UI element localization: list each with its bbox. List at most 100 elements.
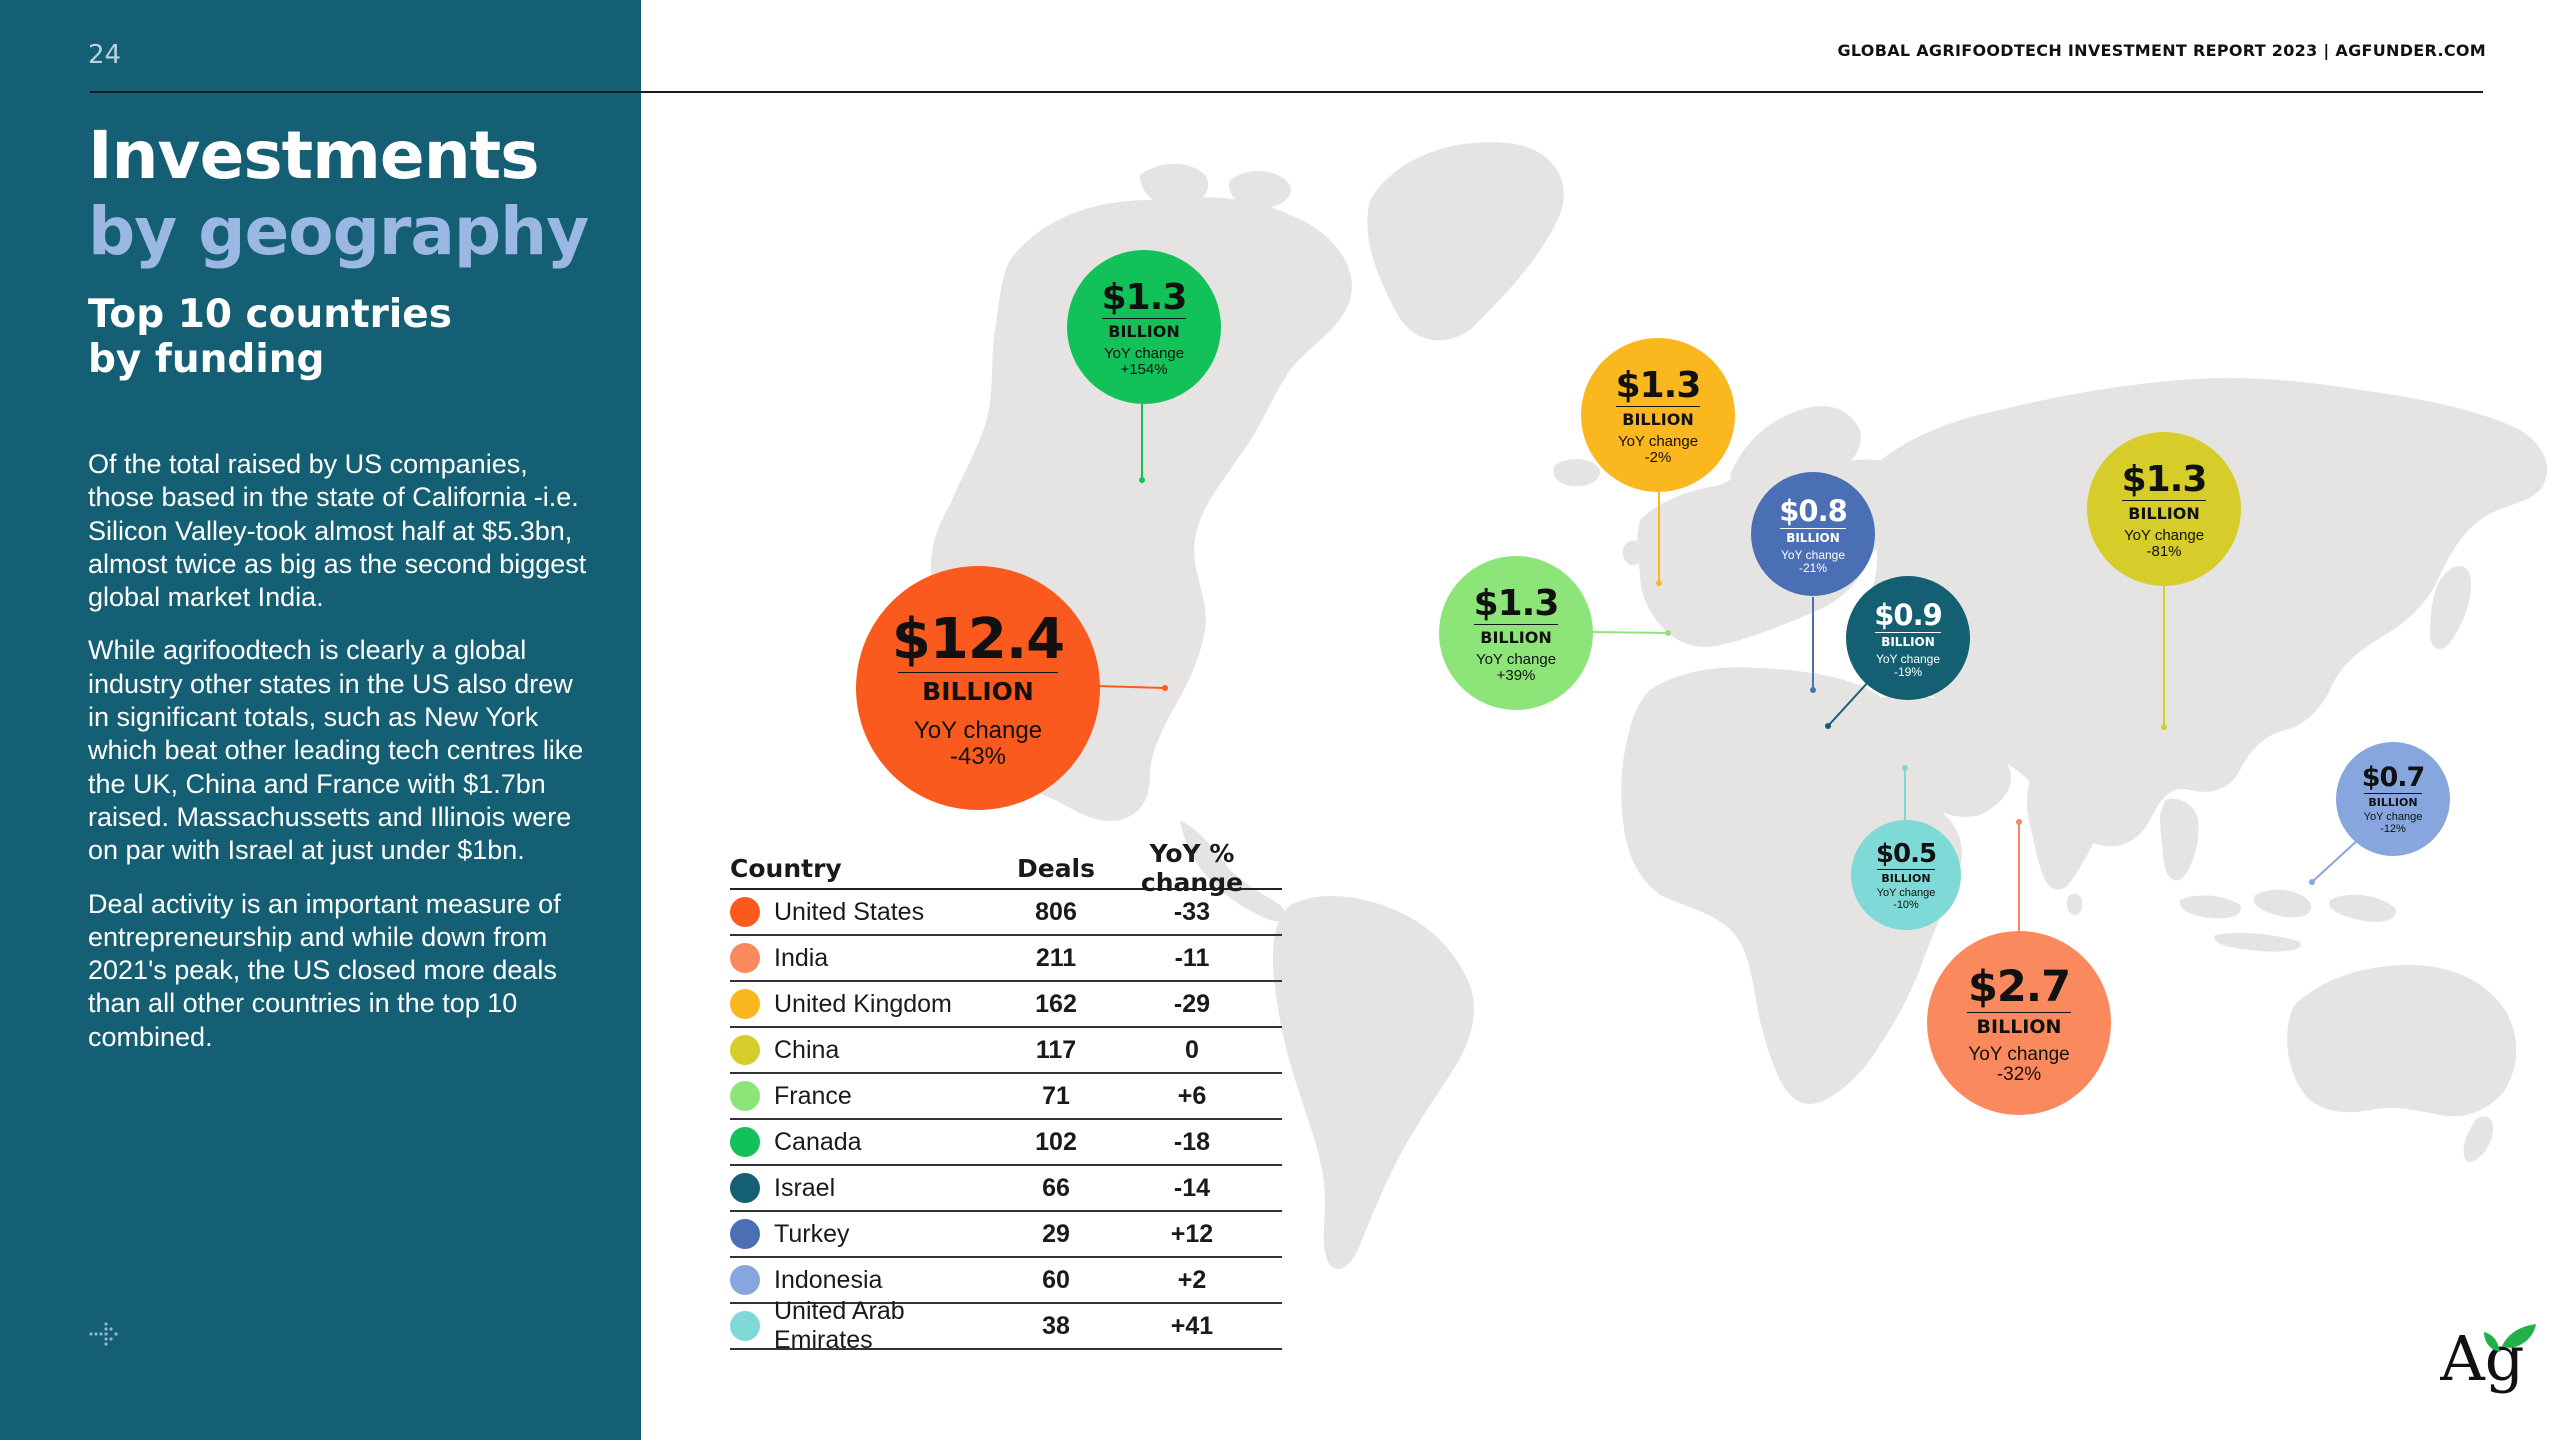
table-row: China 117 0 xyxy=(730,1028,1282,1074)
bubble-amount: $1.3 xyxy=(2121,458,2208,500)
logo-text: Ag xyxy=(2440,1322,2524,1395)
country-name: United States xyxy=(774,897,925,926)
paragraph-3: Deal activity is an important measure of… xyxy=(88,888,561,1052)
bubble-yoy-label: YoY change xyxy=(1968,1043,2070,1065)
table-row: India 211 -11 xyxy=(730,936,1282,982)
bubble-france: $1.3 BILLION YoY change +39% xyxy=(1439,556,1593,710)
cell-deals: 211 xyxy=(1035,943,1077,972)
bubble-amount: $0.9 xyxy=(1874,597,1943,632)
cell-country: United States xyxy=(730,897,1010,927)
bubble-canada: $1.3 BILLION YoY change +154% xyxy=(1067,250,1221,404)
cell-deals: 806 xyxy=(1035,897,1077,926)
cell-yoy: +2 xyxy=(1177,1265,1207,1294)
bubble-yoy-value: +39% xyxy=(1496,666,1536,684)
report-header: GLOBAL AGRIFOODTECH INVESTMENT REPORT 20… xyxy=(1837,41,2486,60)
body-text: Of the total raised by US companies, tho… xyxy=(88,448,588,1074)
bubble-china: $1.3 BILLION YoY change -81% xyxy=(2087,432,2241,586)
color-dot xyxy=(730,1311,760,1341)
table-row: Canada 102 -18 xyxy=(730,1120,1282,1166)
country-name: Canada xyxy=(774,1127,862,1156)
table-row: Israel 66 -14 xyxy=(730,1166,1282,1212)
bubble-unit: BILLION xyxy=(1877,868,1935,885)
bubble-amount: $12.4 xyxy=(891,607,1065,673)
bubble-yoy-label: YoY change xyxy=(2363,811,2423,824)
bubble-amount: $0.8 xyxy=(1779,493,1848,528)
cell-deals: 117 xyxy=(1035,1035,1077,1064)
table-row: France 71 +6 xyxy=(730,1074,1282,1120)
table-row: Indonesia 60 +2 xyxy=(730,1258,1282,1304)
header-divider xyxy=(90,91,2483,93)
color-dot xyxy=(730,897,760,927)
cell-yoy: +12 xyxy=(1170,1219,1214,1248)
color-dot xyxy=(730,1265,760,1295)
bubble-turkey: $0.8 BILLION YoY change -21% xyxy=(1751,472,1875,596)
leader-lines xyxy=(1094,402,2361,935)
bubble-us: $12.4 BILLION YoY change -43% xyxy=(856,566,1100,810)
color-dot xyxy=(730,989,760,1019)
bubble-yoy-label: YoY change xyxy=(2123,526,2205,544)
bubble-unit: BILLION xyxy=(898,672,1058,706)
country-name: France xyxy=(774,1081,852,1110)
country-name: United Kingdom xyxy=(774,989,952,1018)
cell-yoy: -18 xyxy=(1173,1127,1211,1156)
bubble-yoy-label: YoY change xyxy=(1875,651,1941,666)
cell-yoy: -11 xyxy=(1174,943,1210,972)
agfunder-logo: Ag xyxy=(2440,1322,2536,1395)
cell-country: Canada xyxy=(730,1127,1010,1157)
cell-deals: 102 xyxy=(1035,1127,1077,1156)
page-number: 24 xyxy=(88,40,122,70)
cell-country: India xyxy=(730,943,1010,973)
cell-yoy: -14 xyxy=(1173,1173,1211,1202)
subtitle: Top 10 countries by funding xyxy=(88,292,452,382)
cell-yoy: -29 xyxy=(1173,989,1211,1018)
title-line-2: by geography xyxy=(88,193,589,270)
bubble-yoy-label: YoY change xyxy=(1780,547,1846,562)
bubble-amount: $0.7 xyxy=(2361,762,2426,794)
cell-country: France xyxy=(730,1081,1010,1111)
cell-deals: 29 xyxy=(1042,1219,1070,1248)
bubble-amount: $1.3 xyxy=(1473,582,1560,624)
table-header: Country Deals YoY % change xyxy=(730,839,1282,897)
bubble-unit: BILLION xyxy=(2122,499,2206,523)
cell-country: Israel xyxy=(730,1173,1010,1203)
leaf-icon xyxy=(2502,1324,2536,1348)
bubble-india: $2.7 BILLION YoY change -32% xyxy=(1927,931,2111,1115)
color-dot xyxy=(730,1035,760,1065)
bubble-uk: $1.3 BILLION YoY change -2% xyxy=(1581,338,1735,492)
bubble-amount: $1.3 xyxy=(1615,364,1702,406)
cell-country: United Arab Emirates xyxy=(730,1297,1010,1355)
bubble-unit: BILLION xyxy=(1875,631,1941,649)
title-line-1: Investments xyxy=(88,117,540,194)
color-dot xyxy=(730,1081,760,1111)
bubble-uae: $0.5 BILLION YoY change -10% xyxy=(1851,820,1961,930)
bubble-yoy-label: YoY change xyxy=(1475,650,1557,668)
cell-country: Indonesia xyxy=(730,1265,1010,1295)
table-row: United Arab Emirates 38 +41 xyxy=(730,1297,1282,1354)
cell-deals: 66 xyxy=(1042,1173,1070,1202)
cell-country: Turkey xyxy=(730,1219,1010,1249)
color-dot xyxy=(730,1173,760,1203)
country-name: Turkey xyxy=(774,1219,850,1248)
sidebar: 24 Investments by geography Top 10 count… xyxy=(0,0,641,1440)
country-name: Israel xyxy=(774,1173,836,1202)
table-row: United Kingdom 162 -29 xyxy=(730,982,1282,1028)
cell-deals: 60 xyxy=(1042,1265,1070,1294)
bubble-yoy-value: +154% xyxy=(1120,360,1168,378)
bubble-yoy-label: YoY change xyxy=(913,717,1043,745)
bubble-amount: $1.3 xyxy=(1101,276,1188,318)
header-country: Country xyxy=(730,853,842,883)
bubble-israel: $0.9 BILLION YoY change -19% xyxy=(1846,576,1970,700)
country-name: China xyxy=(774,1035,840,1064)
table-row: United States 806 -33 xyxy=(730,890,1282,936)
cell-yoy: +41 xyxy=(1170,1311,1214,1340)
country-table: Country Deals YoY % change United States… xyxy=(730,839,1282,1354)
bubble-amount: $0.5 xyxy=(1875,838,1937,869)
bubble-yoy-value: -12% xyxy=(2380,823,2406,835)
bubble-yoy-value: -81% xyxy=(2146,542,2182,560)
cell-deals: 162 xyxy=(1035,989,1077,1018)
bubble-yoy-label: YoY change xyxy=(1103,344,1185,362)
bubble-unit: BILLION xyxy=(1967,1011,2071,1038)
leaf-icon xyxy=(2484,1332,2500,1352)
header-deals: Deals xyxy=(1016,853,1096,883)
cell-country: United Kingdom xyxy=(730,989,1010,1019)
